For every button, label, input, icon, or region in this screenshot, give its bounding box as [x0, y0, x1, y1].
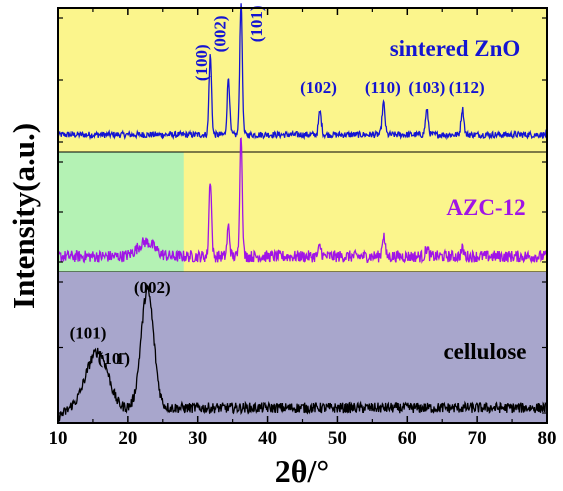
peak-label: (002) [211, 16, 230, 53]
peak-label: (10 [98, 349, 121, 368]
panel-background [58, 8, 547, 152]
peak-label: (110) [365, 78, 401, 97]
x-tick-label: 30 [188, 428, 207, 449]
peak-label: (102) [300, 78, 337, 97]
peak-label: (103) [408, 78, 445, 97]
peak-label: (100) [192, 44, 211, 81]
peak-annotations: (100)(002) (101)(102) (110) (103) (112)(002)… [70, 5, 485, 368]
series-line [57, 3, 548, 141]
panel-backgrounds [57, 8, 548, 423]
peak-label: (101) [70, 323, 107, 342]
x-tick-label: 80 [538, 428, 557, 449]
y-axis-ticks [58, 17, 547, 414]
y-axis-label: Intensity(a.u.) [6, 123, 41, 309]
series-line [57, 284, 548, 422]
x-tick-label: 40 [258, 428, 277, 449]
series-labels: sintered ZnO AZC-12 cellulose [390, 36, 527, 364]
peak-label: (112) [449, 78, 485, 97]
series-lines [57, 3, 548, 422]
peak-label: (101) [247, 5, 266, 42]
x-tick-label: 70 [468, 428, 487, 449]
series-label: AZC-12 [446, 195, 525, 220]
series-label: sintered ZnO [390, 36, 521, 61]
x-axis-label: 2θ/° [275, 453, 329, 489]
series-label: cellulose [443, 339, 526, 364]
x-axis-ticks: 10 20 30 40 50 60 70 80 [49, 8, 557, 449]
peak-label: (002) [134, 278, 171, 297]
x-tick-label: 10 [49, 428, 68, 449]
series-line [57, 137, 548, 265]
peak-label: 1̄) [116, 349, 130, 368]
x-tick-label: 20 [118, 428, 137, 449]
x-tick-label: 60 [398, 428, 417, 449]
x-tick-label: 50 [328, 428, 347, 449]
